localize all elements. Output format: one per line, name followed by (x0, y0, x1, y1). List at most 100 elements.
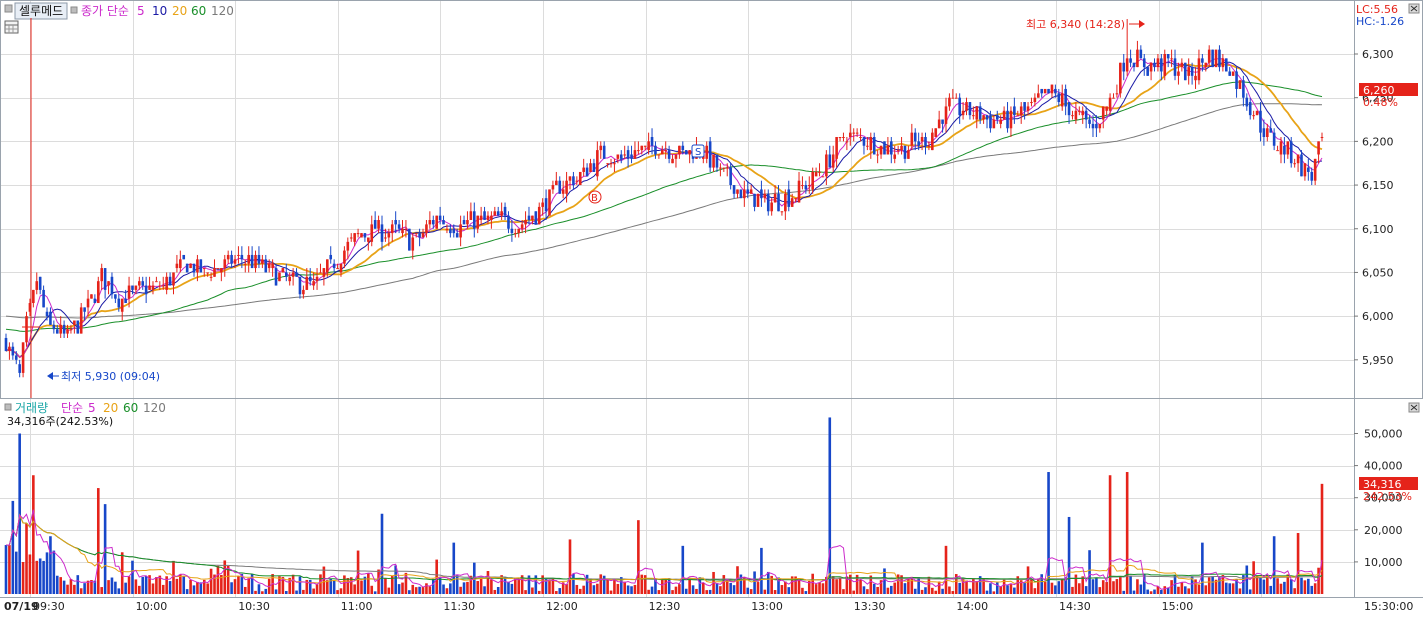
volume-bar (4, 545, 8, 594)
volume-bar (678, 584, 681, 594)
candle-body (924, 137, 927, 146)
candle-body (373, 220, 377, 229)
price-axis-label: 6,100 (1362, 223, 1394, 236)
volume-bar (654, 578, 657, 594)
candle-body (1238, 80, 1242, 89)
volume-bar (1142, 573, 1146, 594)
buy-signal-marker: B (588, 190, 602, 204)
panel-handle-icon[interactable] (4, 4, 13, 13)
volume-bar (845, 576, 849, 594)
candle-body (243, 263, 247, 265)
volume-bar (941, 588, 944, 594)
volume-bar (302, 589, 305, 594)
volume-bar (172, 560, 175, 594)
volume-bar (367, 573, 370, 594)
stock-name-box[interactable] (14, 2, 68, 20)
volume-bar (1286, 574, 1290, 594)
candle-body (582, 167, 585, 172)
volume-bar (619, 577, 623, 594)
panel-close-icon[interactable] (1408, 3, 1420, 14)
candle-body (168, 276, 172, 286)
candle-body (831, 154, 835, 168)
volume-bar (982, 578, 985, 594)
volume-legend-title: 거래량 (15, 401, 48, 415)
volume-bar (1266, 575, 1269, 594)
candle-body (291, 272, 295, 277)
volume-bar (828, 417, 832, 594)
candle-body (917, 141, 920, 146)
volume-bar (1197, 584, 1201, 594)
candle-body (1300, 154, 1303, 177)
volume-bar (206, 583, 209, 594)
candle-body (45, 311, 49, 317)
candle-body (1074, 110, 1078, 120)
volume-bar (838, 577, 842, 594)
volume-bar (818, 582, 821, 594)
candle-body (490, 215, 493, 221)
volume-bar (202, 579, 206, 594)
volume-bar (182, 575, 186, 594)
volume-bar (404, 572, 408, 594)
volume-bar (281, 576, 285, 594)
volume-bar (1262, 579, 1266, 594)
volume-bar (1170, 580, 1173, 594)
candle-body (995, 115, 999, 120)
volume-bar (630, 586, 633, 594)
candle-body (1002, 110, 1006, 120)
volume-bar (329, 578, 333, 594)
candle-body (438, 215, 442, 221)
time-axis-label: 11:30 (443, 600, 475, 613)
candle-body (206, 272, 209, 274)
sell-signal-marker: S (691, 144, 705, 158)
candle-body (578, 171, 582, 186)
volume-bar (968, 588, 972, 594)
volume-bar (449, 583, 452, 594)
volume-bar (1108, 475, 1112, 594)
candle-body (431, 220, 435, 225)
volume-bar (869, 575, 873, 594)
candle-body (934, 128, 938, 138)
indicator-handle-icon[interactable] (70, 6, 78, 14)
price-axis-label: 6,300 (1362, 48, 1394, 61)
volume-bar (100, 587, 104, 594)
volume-bar (1033, 588, 1037, 594)
candle-body (62, 324, 66, 334)
volume-bar (681, 545, 685, 594)
candle-body (524, 220, 527, 225)
calendar-icon[interactable] (4, 20, 19, 34)
low-annotation: 최저 5,930 (09:04) (47, 370, 160, 383)
volume-panel-close-icon[interactable] (1408, 402, 1420, 413)
candle-body (1115, 93, 1119, 95)
candle-body (1108, 97, 1112, 111)
volume-bar (1146, 589, 1149, 594)
volume-bar (1313, 583, 1317, 594)
volume-bar (848, 574, 852, 594)
candle-body (835, 137, 838, 159)
volume-bar (575, 584, 579, 594)
volume-handle-icon[interactable] (4, 403, 12, 411)
candle-body (271, 263, 274, 269)
candle-body (965, 102, 968, 111)
volume-bar (14, 551, 18, 594)
volume-bar (298, 576, 302, 594)
candle-body (216, 268, 220, 270)
candle-body (367, 237, 370, 242)
candle-body (435, 215, 438, 229)
candle-body (138, 281, 141, 286)
volume-bar (695, 588, 698, 594)
candle-body (421, 233, 425, 238)
candle-body (408, 228, 411, 251)
candle-body (124, 298, 127, 304)
volume-bar (794, 576, 797, 594)
volume-bar (1224, 582, 1228, 594)
volume-bar (1019, 580, 1023, 594)
volume-bar (1064, 577, 1067, 594)
candle-body (1218, 49, 1221, 68)
candle-body (1132, 62, 1136, 68)
candle-body (613, 163, 616, 165)
ma60-legend: 60 (191, 4, 206, 18)
volume-bar (626, 585, 630, 594)
candle-body (158, 285, 162, 287)
volume-bar (1122, 590, 1126, 594)
candle-body (21, 342, 25, 373)
